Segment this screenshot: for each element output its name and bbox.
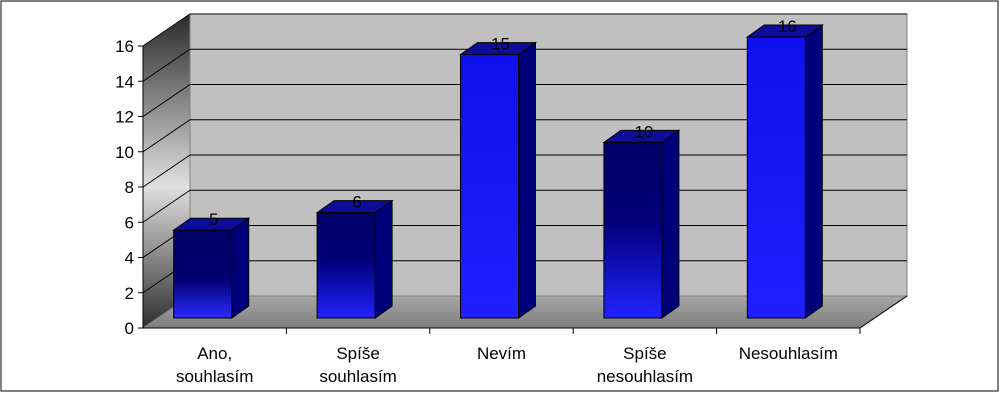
data-label: 10 (634, 122, 653, 141)
y-tick-label: 16 (115, 37, 134, 56)
data-label: 6 (352, 193, 361, 212)
y-tick-label: 14 (115, 72, 134, 91)
gridline-side (142, 13, 191, 47)
data-label: 15 (491, 35, 510, 54)
data-label: 16 (778, 17, 797, 36)
x-tick-label: souhlasím (319, 367, 396, 386)
gridline-side (142, 189, 191, 223)
y-tick-label: 10 (115, 143, 134, 162)
y-tick-label: 2 (125, 284, 134, 303)
bar-side (231, 217, 250, 319)
x-tick-label: Nesouhlasím (739, 344, 838, 363)
y-tick-label: 12 (115, 108, 134, 127)
x-tick-label: Ano, (197, 344, 232, 363)
x-tick-label: Spíše (336, 344, 379, 363)
bar-side (804, 24, 823, 319)
floor-edge (859, 295, 908, 329)
x-tick-label: souhlasím (176, 367, 253, 386)
bar-side (374, 199, 393, 319)
x-tick-label: Spíše (623, 344, 666, 363)
bar-front (460, 54, 519, 319)
axes (138, 45, 908, 334)
labels: 0 2 4 6 8 10 12 14 16 5 Ano, souhlasím 6 Spíše souhlas… (115, 17, 838, 386)
bar-front (316, 212, 376, 319)
bar-front (603, 141, 663, 319)
data-label: 5 (209, 210, 218, 229)
bar-front (173, 229, 233, 319)
gridline-side (142, 84, 191, 117)
bar (745, 24, 824, 319)
bar (602, 129, 681, 319)
bar (172, 217, 251, 319)
y-tick-label: 6 (125, 213, 134, 232)
bars (172, 24, 824, 319)
gridline-side (142, 154, 191, 188)
bar-side (518, 41, 536, 319)
y-tick-label: 0 (125, 319, 134, 338)
gridline-side (142, 119, 191, 153)
bar-side (661, 129, 680, 319)
y-tick-label: 8 (125, 178, 134, 197)
bar-front (746, 36, 806, 319)
x-tick-label: Nevím (477, 344, 526, 363)
bar (315, 199, 394, 319)
y-tick-label: 4 (125, 249, 134, 268)
gridline-side (142, 48, 191, 82)
x-tick-label: nesouhlasím (597, 367, 693, 386)
bar (458, 41, 538, 319)
